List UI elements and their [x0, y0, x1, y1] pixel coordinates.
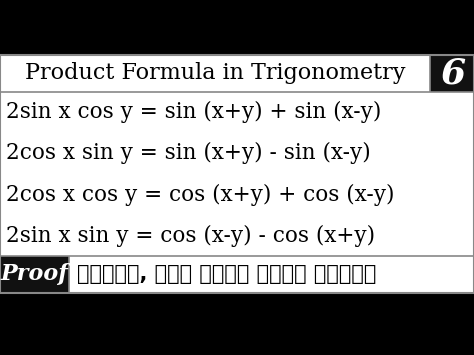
FancyBboxPatch shape [430, 55, 474, 92]
FancyBboxPatch shape [0, 55, 474, 293]
Text: Proof: Proof [0, 263, 68, 285]
FancyBboxPatch shape [0, 55, 430, 92]
Text: Product Formula in Trigonometry: Product Formula in Trigonometry [25, 62, 405, 84]
Text: 2sin x cos y = sin (x+y) + sin (x-y): 2sin x cos y = sin (x+y) + sin (x-y) [6, 102, 381, 124]
Text: 2cos x cos y = cos (x+y) + cos (x-y): 2cos x cos y = cos (x+y) + cos (x-y) [6, 184, 394, 206]
Text: 6: 6 [439, 56, 465, 91]
Text: जानिए, याद नहीं करना पड़ेगा: जानिए, याद नहीं करना पड़ेगा [77, 264, 377, 284]
FancyBboxPatch shape [0, 256, 69, 293]
Text: 2cos x sin y = sin (x+y) - sin (x-y): 2cos x sin y = sin (x+y) - sin (x-y) [6, 142, 371, 164]
Text: 2sin x sin y = cos (x-y) - cos (x+y): 2sin x sin y = cos (x-y) - cos (x+y) [6, 224, 375, 246]
